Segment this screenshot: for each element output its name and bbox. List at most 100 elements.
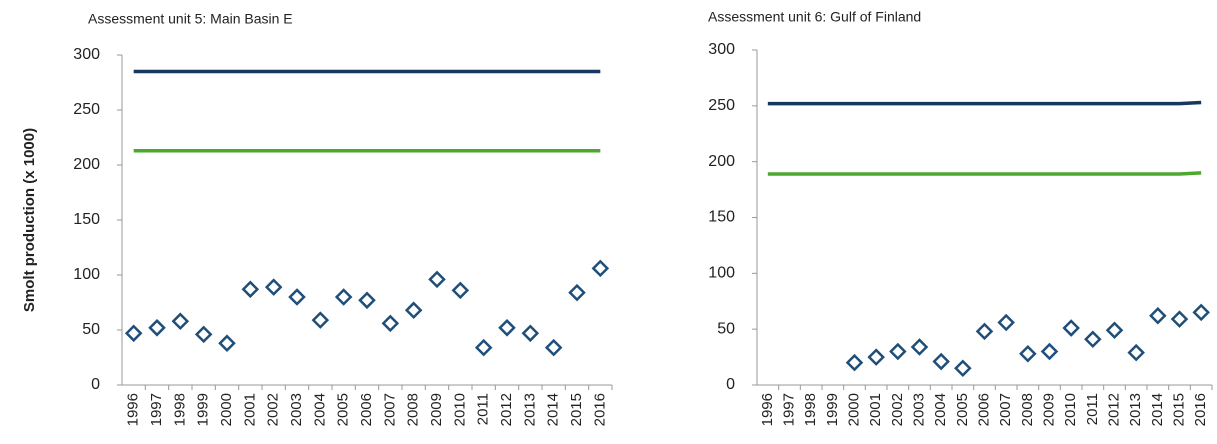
diamond-marker — [521, 324, 540, 343]
diamond-marker — [1040, 342, 1059, 361]
x-tick-label: 2008 — [1019, 393, 1036, 426]
diamond-marker — [997, 313, 1015, 332]
diamond-marker — [889, 342, 907, 361]
y-tick-label: 200 — [708, 153, 735, 170]
x-tick-label: 1998 — [171, 393, 188, 426]
y-tick-label: 150 — [708, 209, 735, 226]
diamond-marker — [1105, 321, 1124, 340]
x-tick-label: 2006 — [358, 393, 375, 426]
diamond-marker — [1192, 303, 1210, 322]
diamond-marker — [148, 319, 166, 337]
y-tick-label: 300 — [73, 46, 100, 63]
diamond-marker — [358, 291, 376, 310]
x-tick-label: 2007 — [381, 393, 398, 426]
y-tick-label: 250 — [73, 101, 100, 118]
y-tick-label: 150 — [73, 211, 100, 228]
x-tick-label: 1997 — [148, 393, 165, 426]
diamond-marker — [954, 359, 972, 378]
x-tick-label: 2011 — [1084, 393, 1101, 425]
x-tick-label: 2016 — [591, 393, 608, 426]
y-tick-label: 250 — [708, 97, 735, 114]
x-tick-label: 1999 — [195, 393, 212, 426]
x-tick-label: 1999 — [824, 393, 841, 426]
x-tick-label: 2003 — [910, 393, 927, 426]
series-line — [767, 100, 1202, 106]
x-tick-label: 2012 — [1105, 393, 1122, 426]
diamond-marker — [591, 259, 610, 278]
y-tick-label: 0 — [91, 376, 100, 393]
x-tick-label: 2011 — [475, 393, 492, 425]
diamond-marker — [544, 338, 563, 357]
y-tick-label: 300 — [708, 41, 735, 58]
x-tick-label: 2012 — [498, 393, 515, 426]
y-tick-label: 0 — [726, 376, 735, 393]
x-tick-label: 2007 — [997, 393, 1014, 426]
x-tick-label: 2015 — [1170, 393, 1187, 426]
diamond-marker — [194, 325, 213, 344]
diamond-marker — [932, 352, 950, 371]
x-tick-label: 1998 — [802, 393, 819, 426]
chart-title: Assessment unit 5: Main Basin E — [88, 11, 293, 27]
x-tick-label: 2009 — [1040, 393, 1057, 426]
y-tick-label: 50 — [82, 321, 100, 338]
x-tick-label: 2013 — [1127, 393, 1144, 426]
y-tick-label: 50 — [717, 320, 735, 337]
x-tick-label: 2010 — [451, 393, 468, 426]
diamond-marker — [218, 334, 236, 352]
diamond-marker — [288, 288, 306, 306]
diamond-marker — [1149, 306, 1167, 325]
diamond-marker — [381, 314, 400, 333]
diamond-marker — [568, 283, 586, 302]
diamond-marker — [1019, 344, 1037, 363]
x-tick-label: 1997 — [780, 393, 797, 426]
diamond-marker — [845, 353, 864, 372]
x-tick-label: 2015 — [568, 393, 585, 426]
x-tick-label: 2002 — [265, 393, 282, 426]
x-tick-label: 2003 — [288, 393, 305, 426]
x-tick-label: 2004 — [311, 393, 328, 426]
x-tick-label: 2002 — [889, 393, 906, 426]
diamond-marker — [498, 319, 516, 337]
x-tick-label: 2010 — [1062, 393, 1079, 426]
diamond-marker — [1084, 330, 1102, 348]
x-tick-label: 2013 — [521, 393, 538, 426]
chart-title: Assessment unit 6: Gulf of Finland — [708, 9, 921, 25]
diamond-marker — [975, 322, 994, 341]
x-tick-label: 2016 — [1192, 393, 1209, 426]
x-tick-label: 1996 — [759, 393, 776, 426]
x-tick-label: 2001 — [867, 393, 884, 426]
series-line — [767, 171, 1202, 176]
x-tick-label: 2004 — [932, 393, 949, 426]
x-tick-label: 2014 — [545, 393, 562, 426]
x-tick-label: 2000 — [218, 393, 235, 426]
diamond-marker — [1127, 343, 1145, 362]
diamond-marker — [171, 312, 190, 330]
diamond-marker — [404, 301, 423, 319]
y-tick-label: 100 — [708, 265, 735, 282]
y-axis-label: Smolt production (x 1000) — [21, 128, 38, 312]
x-tick-label: 2014 — [1149, 393, 1166, 426]
diamond-marker — [1062, 319, 1080, 337]
y-tick-label: 200 — [73, 156, 100, 173]
x-tick-label: 2005 — [335, 393, 352, 426]
x-tick-label: 2006 — [975, 393, 992, 426]
diamond-marker — [311, 311, 330, 329]
diamond-marker — [241, 280, 260, 299]
x-tick-label: 2000 — [845, 393, 862, 426]
diamond-marker — [474, 338, 493, 357]
x-tick-label: 2005 — [954, 393, 971, 426]
x-tick-label: 2009 — [428, 393, 445, 426]
diamond-marker — [451, 281, 470, 300]
diamond-marker — [910, 338, 929, 356]
x-tick-label: 1996 — [125, 393, 142, 426]
x-tick-label: 2008 — [405, 393, 422, 426]
diamond-marker — [124, 324, 143, 343]
diamond-marker — [1170, 310, 1189, 328]
diamond-marker — [334, 288, 353, 306]
y-tick-label: 100 — [73, 266, 100, 283]
diamond-marker — [867, 348, 885, 366]
x-tick-label: 2001 — [241, 393, 258, 426]
diamond-marker — [428, 270, 446, 289]
diamond-marker — [264, 278, 283, 296]
